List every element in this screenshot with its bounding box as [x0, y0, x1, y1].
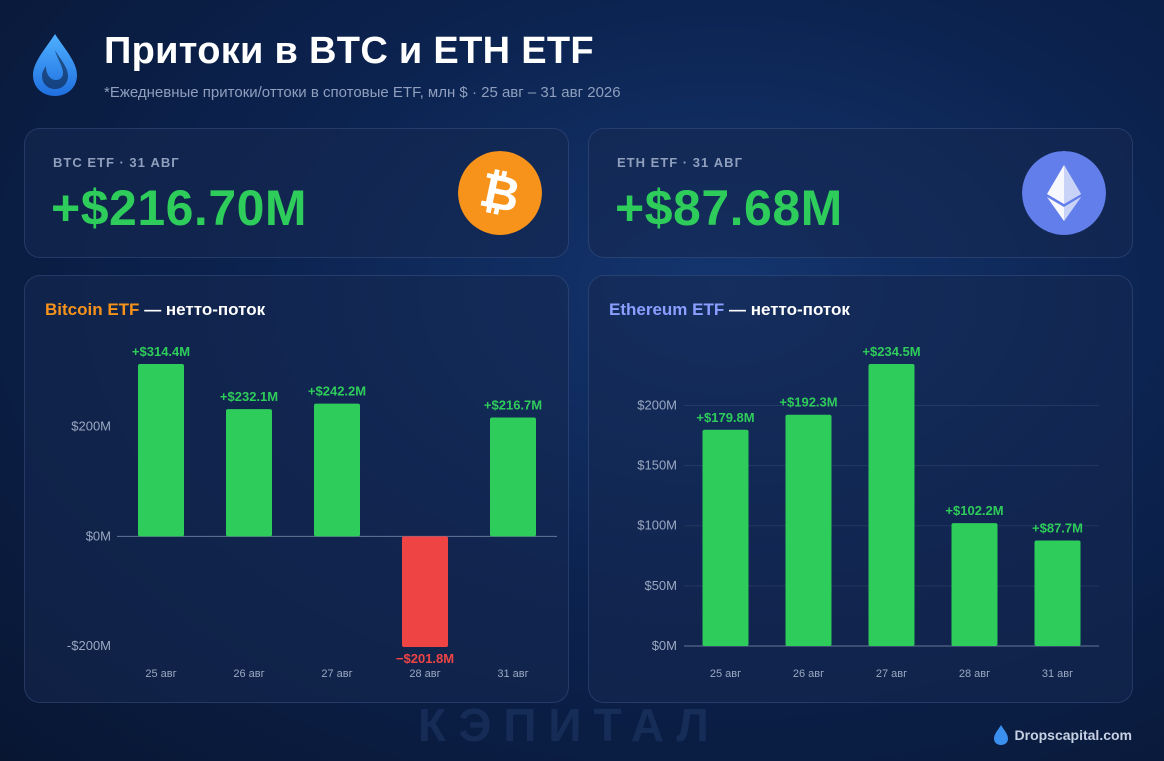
x-tick-label: 25 авг	[145, 668, 176, 680]
y-tick-label: $50M	[644, 578, 677, 593]
bar[interactable]	[138, 364, 184, 537]
btc-kpi-card: BTC ETF · 31 АВГ +$216.70M ₿	[24, 128, 569, 258]
x-tick-label: 27 авг	[876, 668, 907, 680]
bar[interactable]	[402, 536, 448, 647]
x-tick-label: 31 авг	[1042, 668, 1073, 680]
bar[interactable]	[702, 429, 749, 646]
watermark-text: КЭПИТАЛ	[418, 699, 721, 751]
ethereum-icon	[1022, 151, 1106, 235]
bar-value-label: −$201.8M	[396, 651, 454, 666]
bar-value-label: +$87.7M	[1032, 521, 1083, 536]
y-tick-label: $100M	[637, 518, 677, 533]
x-tick-label: 25 авг	[710, 668, 741, 680]
bar[interactable]	[951, 523, 998, 646]
btc-chart-panel: Bitcoin ETF — нетто-поток $200M $0M -$200M…	[24, 275, 569, 703]
bar-value-label: +$234.5M	[862, 344, 920, 359]
eth-kpi-value: +$87.68M	[615, 180, 843, 236]
btc-chart-title: Bitcoin ETF — нетто-поток	[45, 300, 265, 320]
eth-kpi-card: ETH ETF · 31 АВГ +$87.68M	[588, 128, 1133, 258]
bar-value-label: +$232.1M	[220, 389, 278, 404]
y-tick-label: $200M	[637, 397, 677, 412]
x-tick-label: 28 авг	[409, 668, 440, 680]
x-tick-label: 31 авг	[497, 668, 528, 680]
eth-chart-title-rest: — нетто-поток	[728, 300, 850, 319]
x-tick-label: 26 авг	[793, 668, 824, 680]
eth-chart-title: Ethereum ETF — нетто-поток	[609, 300, 850, 320]
footer-brand[interactable]: Dropscapital.com	[993, 724, 1132, 746]
y-tick-label: $150M	[637, 458, 677, 473]
bar-value-label: +$102.2M	[945, 503, 1003, 518]
drop-logo-icon	[33, 34, 77, 96]
bar[interactable]	[868, 364, 915, 646]
eth-kpi-label: ETH ETF · 31 АВГ	[617, 155, 743, 170]
x-tick-label: 26 авг	[233, 668, 264, 680]
x-tick-label: 28 авг	[959, 668, 990, 680]
bar[interactable]	[1034, 540, 1081, 646]
y-tick-label: -$200M	[67, 638, 111, 653]
drop-icon	[993, 725, 1008, 745]
bar[interactable]	[490, 417, 536, 537]
y-tick-label: $200M	[71, 419, 111, 434]
bar-value-label: +$216.7M	[484, 398, 542, 413]
eth-chart-title-accent: Ethereum ETF	[609, 300, 725, 319]
y-tick-label: $0M	[86, 528, 111, 543]
bar[interactable]	[314, 403, 360, 537]
btc-bar-chart: $200M $0M -$200M +$314.4M 25 авг +$232.1M 26 а…	[67, 344, 557, 680]
footer-brand-text: Dropscapital.com	[1014, 727, 1132, 743]
bar[interactable]	[226, 409, 272, 537]
y-tick-label: $0M	[652, 638, 677, 653]
btc-kpi-label: BTC ETF · 31 АВГ	[53, 155, 180, 170]
btc-kpi-value: +$216.70M	[51, 180, 308, 236]
x-tick-label: 27 авг	[321, 668, 352, 680]
btc-chart-title-accent: Bitcoin ETF	[45, 300, 140, 319]
bar[interactable]	[785, 414, 832, 646]
page-subtitle: *Ежедневные притоки/оттоки в спотовые ET…	[104, 84, 621, 101]
eth-bar-chart: $200M $150M $100M $50M $0M +$179.8M 25 авг +$19…	[637, 344, 1099, 680]
eth-chart-panel: Ethereum ETF — нетто-поток $200M $150M $10…	[588, 275, 1133, 703]
bar-value-label: +$179.8M	[696, 410, 754, 425]
btc-chart-title-rest: — нетто-поток	[144, 300, 266, 319]
page-title: Притоки в BTC и ETH ETF	[104, 30, 594, 72]
bitcoin-icon: ₿	[458, 151, 542, 235]
bar-value-label: +$242.2M	[308, 384, 366, 399]
bar-value-label: +$192.3M	[779, 395, 837, 410]
bar-value-label: +$314.4M	[132, 344, 190, 359]
